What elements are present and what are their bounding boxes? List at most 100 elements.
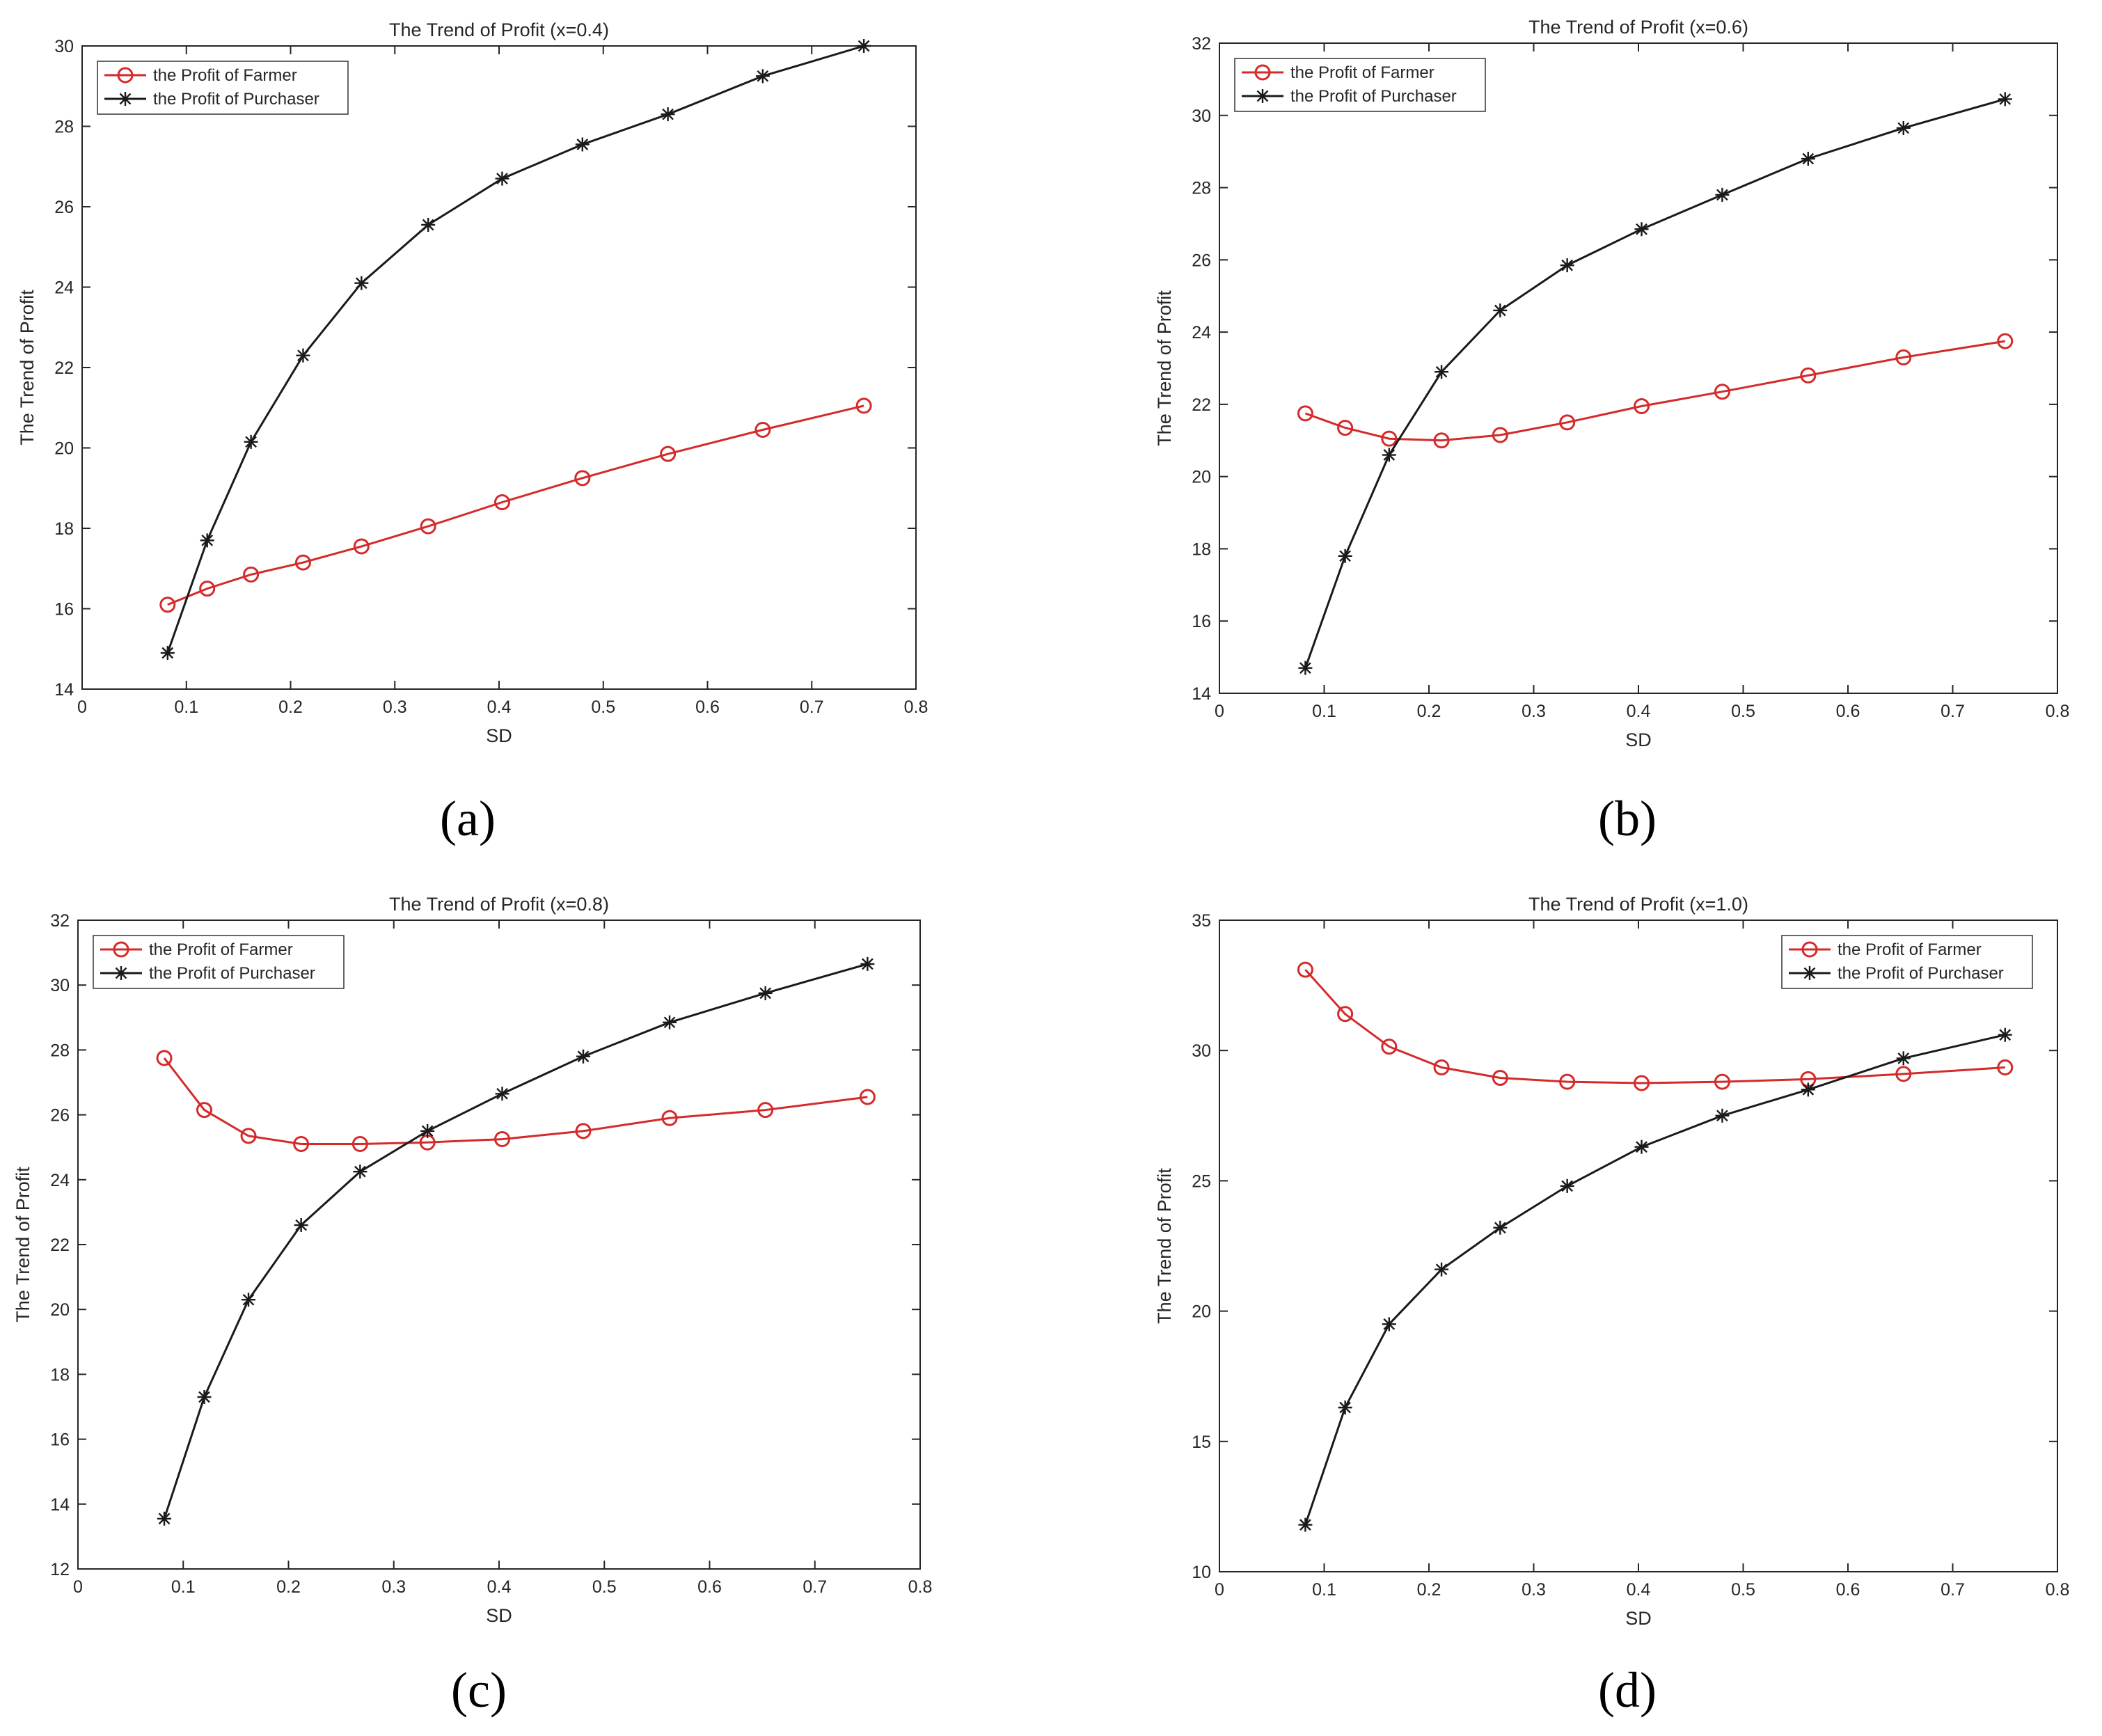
data-point (293, 1136, 310, 1153)
data-point (1337, 420, 1354, 436)
y-tick-label: 32 (1192, 34, 1211, 54)
data-point (197, 1390, 212, 1405)
y-tick-label: 30 (54, 37, 74, 56)
y-axis-label: The Trend of Profit (1154, 1168, 1175, 1324)
y-tick-label: 22 (1192, 395, 1211, 415)
y-tick-label: 16 (1192, 612, 1211, 631)
data-point (1634, 397, 1650, 414)
x-tick-label: 0.7 (803, 1577, 827, 1597)
y-tick-label: 26 (54, 198, 74, 217)
data-point (1559, 414, 1576, 431)
series-purchaser (157, 956, 875, 1526)
chart-panel-1: 0 0.1 0.2 0.3 0.4 0.5 0.6 0.7 0.8 14 16 18 20 22 24 26 2… (17, 19, 928, 846)
y-tick-label: 14 (54, 680, 74, 700)
y-tick-label: 20 (1192, 1302, 1211, 1322)
chart-panel-2: 0 0.1 0.2 0.3 0.4 0.5 0.6 0.7 0.8 14 16 18 20 22 24 26 2… (1154, 17, 2069, 846)
data-point (420, 518, 436, 535)
data-point (1895, 349, 1912, 365)
chart-title: The Trend of Profit (x=0.4) (389, 19, 609, 40)
data-point (576, 1049, 590, 1064)
data-point (1634, 222, 1649, 237)
data-point (1435, 1262, 1449, 1277)
y-tick-label: 18 (1192, 539, 1211, 559)
legend-marker (118, 92, 132, 106)
data-point (296, 348, 310, 363)
y-tick-label: 20 (50, 1300, 70, 1320)
data-point (661, 1110, 678, 1126)
data-point (243, 566, 260, 583)
legend-box (1234, 58, 1486, 112)
x-tick-label: 0.3 (1522, 1580, 1546, 1600)
x-tick-label: 0.6 (1836, 1580, 1860, 1600)
data-point (495, 171, 509, 186)
y-axis-label: The Trend of Profit (1154, 290, 1175, 446)
data-point (1715, 187, 1730, 202)
y-tick-label: 35 (1192, 911, 1211, 931)
legend: the Profit of Farmer the Profit of Purcha… (97, 61, 349, 115)
y-tick-label: 30 (50, 976, 70, 995)
x-tick-label: 0.7 (800, 697, 824, 717)
x-tick-label: 0.2 (278, 697, 303, 717)
data-point (575, 1123, 592, 1139)
x-tick-label: 0.4 (487, 1577, 512, 1597)
x-tick-label: 0 (1215, 702, 1224, 721)
data-point (1381, 430, 1398, 447)
x-tick-label: 0.8 (904, 697, 928, 717)
x-tick-label: 0 (1215, 1580, 1224, 1600)
legend-marker (1256, 89, 1270, 103)
plot-area (1219, 42, 2058, 694)
data-point (1634, 1075, 1650, 1091)
x-tick-label: 0.4 (1627, 702, 1651, 721)
data-point (294, 1218, 308, 1233)
legend-label: the Profit of Farmer (1290, 63, 1435, 82)
legend-marker (113, 941, 129, 958)
x-tick-label: 0.1 (1312, 702, 1336, 721)
data-point (351, 1136, 368, 1153)
data-point (1559, 1073, 1576, 1090)
x-tick-label: 0.1 (1312, 1580, 1336, 1600)
x-tick-label: 0.4 (487, 697, 512, 717)
data-point (660, 445, 677, 462)
legend: the Profit of Farmer the Profit of Purcha… (1234, 58, 1486, 112)
legend-marker (1801, 941, 1818, 958)
y-tick-label: 12 (50, 1560, 70, 1579)
chart-panel-4: 0 0.1 0.2 0.3 0.4 0.5 0.6 0.7 0.8 10 15 20 25 30 35 The… (1154, 894, 2069, 1718)
data-point (1297, 961, 1313, 978)
series-farmer (1297, 961, 2014, 1091)
data-point (1998, 1027, 2012, 1042)
data-point (1634, 1139, 1649, 1154)
legend-label: the Profit of Purchaser (153, 90, 319, 109)
y-axis-label: The Trend of Profit (17, 290, 38, 445)
x-tick-label: 0.8 (2046, 702, 2070, 721)
x-tick-label: 0.2 (276, 1577, 301, 1597)
data-point (1492, 1070, 1508, 1087)
chart-title: The Trend of Profit (x=0.8) (389, 894, 609, 915)
x-tick-label: 0.8 (2046, 1580, 2070, 1600)
data-point (1800, 367, 1817, 384)
data-point (1801, 1082, 1815, 1097)
legend-box (1781, 935, 2033, 989)
panel-caption: (d) (1598, 1662, 1657, 1718)
data-point (1381, 1039, 1398, 1055)
data-point (200, 533, 214, 548)
y-tick-label: 14 (50, 1495, 70, 1515)
data-point (1298, 1517, 1313, 1532)
legend-label: the Profit of Farmer (1838, 940, 1982, 959)
data-point (1997, 333, 2014, 349)
legend-label: the Profit of Purchaser (1290, 87, 1457, 106)
data-point (1998, 92, 2012, 106)
data-point (1801, 152, 1815, 166)
x-tick-label: 0.5 (1731, 1580, 1755, 1600)
panel-caption: (b) (1598, 791, 1657, 846)
data-point (244, 434, 258, 449)
plot-area (81, 45, 917, 690)
data-point (860, 956, 875, 971)
x-tick-label: 0 (77, 697, 87, 717)
x-tick-label: 0.5 (1731, 702, 1755, 721)
y-tick-label: 16 (50, 1430, 70, 1450)
y-axis-label: The Trend of Profit (13, 1167, 33, 1323)
series-farmer (1297, 333, 2014, 449)
legend-label: the Profit of Farmer (149, 940, 293, 959)
panel-caption: (c) (451, 1662, 507, 1718)
y-tick-label: 10 (1192, 1563, 1211, 1582)
